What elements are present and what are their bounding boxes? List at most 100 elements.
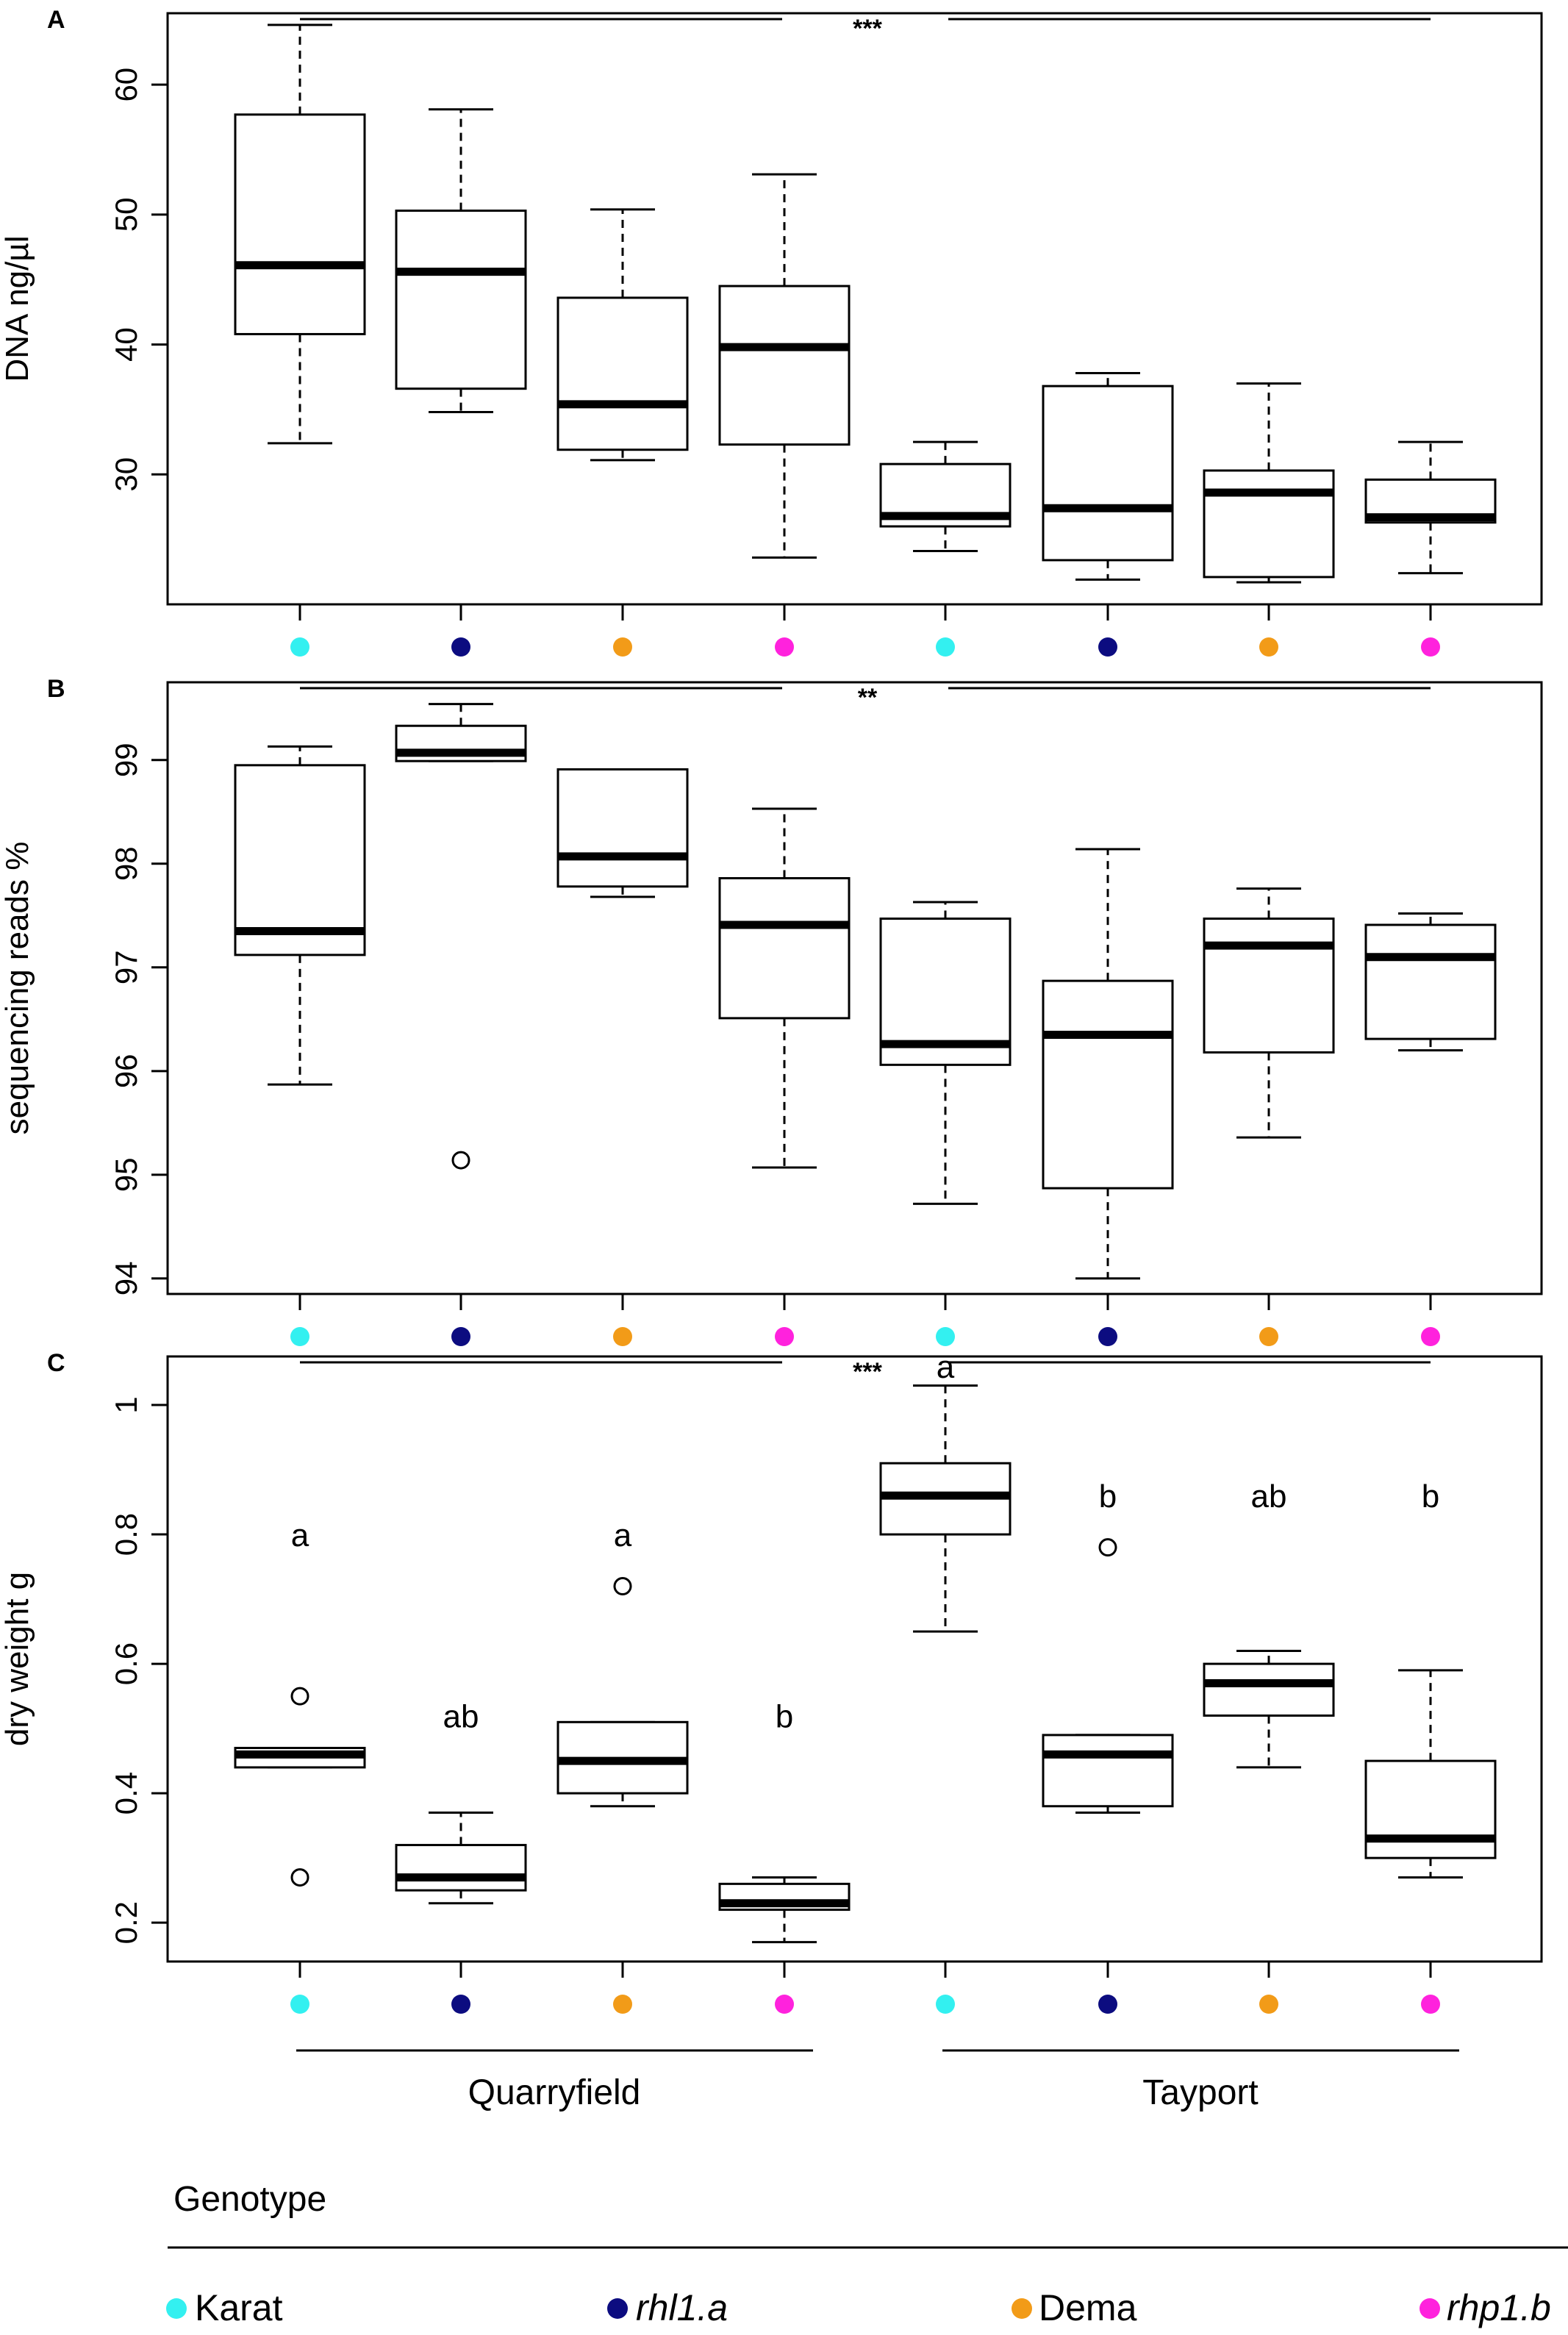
legend-label-dema: Dema bbox=[1039, 2287, 1137, 2328]
y-tick-label: 98 bbox=[109, 846, 143, 881]
y-axis-title: DNA ng/µl bbox=[0, 236, 35, 382]
iqr-box bbox=[234, 764, 366, 956]
box-rhp1b-tayport bbox=[1364, 912, 1497, 1052]
box-Karat-quarryfield bbox=[234, 24, 366, 445]
box-rhl1a-tayport bbox=[1042, 848, 1174, 1280]
genotype-dot-rhp1b bbox=[1421, 1995, 1440, 2014]
site-groups: Quarryfield Tayport bbox=[296, 2049, 1459, 2112]
y-tick-label: 0.2 bbox=[109, 1901, 143, 1944]
y-tick-label: 0.6 bbox=[109, 1642, 143, 1685]
legend-swatch-rhl1a bbox=[607, 2298, 628, 2319]
iqr-box bbox=[556, 296, 689, 451]
box-Dema-tayport bbox=[1203, 887, 1335, 1139]
genotype-dot-rhl1a bbox=[451, 1995, 470, 2014]
outlier-point bbox=[1098, 1538, 1117, 1557]
legend-label-rhp1b: rhp1.b bbox=[1447, 2287, 1551, 2328]
genotype-dot-Dema bbox=[613, 637, 632, 657]
box-Dema-quarryfield bbox=[556, 1576, 689, 1808]
panel-A: A 30 40 50 60 DNA ng/µl *** bbox=[0, 6, 1543, 657]
group-letter: a bbox=[291, 1517, 309, 1553]
genotype-dot-rhl1a bbox=[1098, 637, 1117, 657]
group-letter: b bbox=[776, 1699, 793, 1735]
genotype-dot-Karat bbox=[936, 1327, 955, 1346]
box-rhl1a-tayport bbox=[1042, 1538, 1174, 1814]
box-rhp1b-tayport bbox=[1364, 1669, 1497, 1879]
genotype-dot-Dema bbox=[613, 1327, 632, 1346]
iqr-box bbox=[1364, 923, 1497, 1040]
outlier-point bbox=[290, 1687, 309, 1706]
genotype-dot-Karat bbox=[290, 1327, 309, 1346]
y-tick-label: 97 bbox=[109, 950, 143, 984]
legend-swatch-rhp1b bbox=[1420, 2298, 1440, 2319]
genotype-dot-rhp1b bbox=[775, 1327, 794, 1346]
box-Dema-quarryfield bbox=[556, 768, 689, 898]
box-Karat-quarryfield bbox=[234, 1687, 366, 1887]
y-tick-label: 95 bbox=[109, 1157, 143, 1192]
y-axis-title: sequencing reads % bbox=[0, 842, 35, 1135]
genotype-dot-rhp1b bbox=[775, 1995, 794, 2014]
box-Dema-quarryfield bbox=[556, 208, 689, 462]
genotype-dot-Dema bbox=[1259, 1327, 1278, 1346]
box-Dema-tayport bbox=[1203, 1649, 1335, 1769]
box-Karat-tayport bbox=[879, 440, 1012, 553]
iqr-box bbox=[1364, 1759, 1497, 1859]
genotype-dot-rhl1a bbox=[1098, 1327, 1117, 1346]
genotype-dot-Karat bbox=[936, 637, 955, 657]
genotype-dot-rhp1b bbox=[1421, 1327, 1440, 1346]
panel-label: A bbox=[47, 6, 65, 34]
iqr-box bbox=[234, 113, 366, 335]
legend-swatch-karat bbox=[166, 2298, 187, 2319]
genotype-dot-rhp1b bbox=[1421, 637, 1440, 657]
iqr-box bbox=[1042, 1734, 1174, 1808]
genotype-dot-Dema bbox=[1259, 637, 1278, 657]
panel-label: C bbox=[47, 1349, 65, 1377]
y-tick-label: 40 bbox=[109, 327, 143, 362]
iqr-box bbox=[556, 768, 689, 888]
genotype-dot-rhl1a bbox=[1098, 1995, 1117, 2014]
y-tick-label: 96 bbox=[109, 1054, 143, 1088]
iqr-box bbox=[1042, 979, 1174, 1190]
y-tick-label: 1 bbox=[109, 1396, 143, 1413]
legend-title: Genotype bbox=[173, 2180, 326, 2219]
iqr-box bbox=[718, 877, 851, 1020]
panel-B: B 94 95 96 97 98 99 sequencing reads % ** bbox=[0, 675, 1543, 1346]
genotype-dot-Karat bbox=[936, 1995, 955, 2014]
group-letter: a bbox=[614, 1517, 632, 1553]
box-rhl1a-quarryfield bbox=[395, 108, 527, 413]
site-label-tayport: Tayport bbox=[1142, 2073, 1258, 2112]
genotype-dot-Dema bbox=[613, 1995, 632, 2014]
iqr-box bbox=[395, 1844, 527, 1892]
iqr-box bbox=[1203, 918, 1335, 1054]
legend-label-karat: Karat bbox=[195, 2287, 283, 2328]
outlier-point bbox=[613, 1576, 632, 1595]
y-tick-label: 99 bbox=[109, 743, 143, 777]
box-rhp1b-quarryfield bbox=[718, 807, 851, 1169]
legend-swatch-dema bbox=[1012, 2298, 1032, 2319]
genotype-dot-Dema bbox=[1259, 1995, 1278, 2014]
group-letter: ab bbox=[443, 1699, 479, 1735]
legend: Genotype Karat rhl1.a Dema rhp1.b bbox=[166, 2180, 1568, 2328]
significance-stars: ** bbox=[858, 684, 878, 712]
y-tick-label: 60 bbox=[109, 68, 143, 102]
outlier-point bbox=[290, 1868, 309, 1887]
iqr-box bbox=[1203, 1662, 1335, 1717]
box-rhl1a-quarryfield bbox=[395, 1812, 527, 1905]
significance-stars: *** bbox=[853, 15, 882, 43]
box-Karat-tayport bbox=[879, 901, 1012, 1205]
outlier-point bbox=[451, 1151, 470, 1170]
box-rhp1b-quarryfield bbox=[718, 173, 851, 559]
box-rhp1b-tayport bbox=[1364, 440, 1497, 575]
genotype-dot-rhl1a bbox=[451, 637, 470, 657]
iqr-box bbox=[1203, 469, 1335, 579]
y-tick-label: 0.4 bbox=[109, 1772, 143, 1814]
box-rhp1b-quarryfield bbox=[718, 1876, 851, 1944]
panel-label: B bbox=[47, 675, 65, 703]
group-letter: b bbox=[1099, 1478, 1117, 1515]
legend-label-rhl1a: rhl1.a bbox=[636, 2287, 728, 2328]
y-tick-label: 30 bbox=[109, 457, 143, 492]
group-letter: b bbox=[1422, 1478, 1439, 1515]
group-letter: a bbox=[937, 1349, 955, 1385]
y-axis-title: dry weight g bbox=[0, 1572, 35, 1746]
